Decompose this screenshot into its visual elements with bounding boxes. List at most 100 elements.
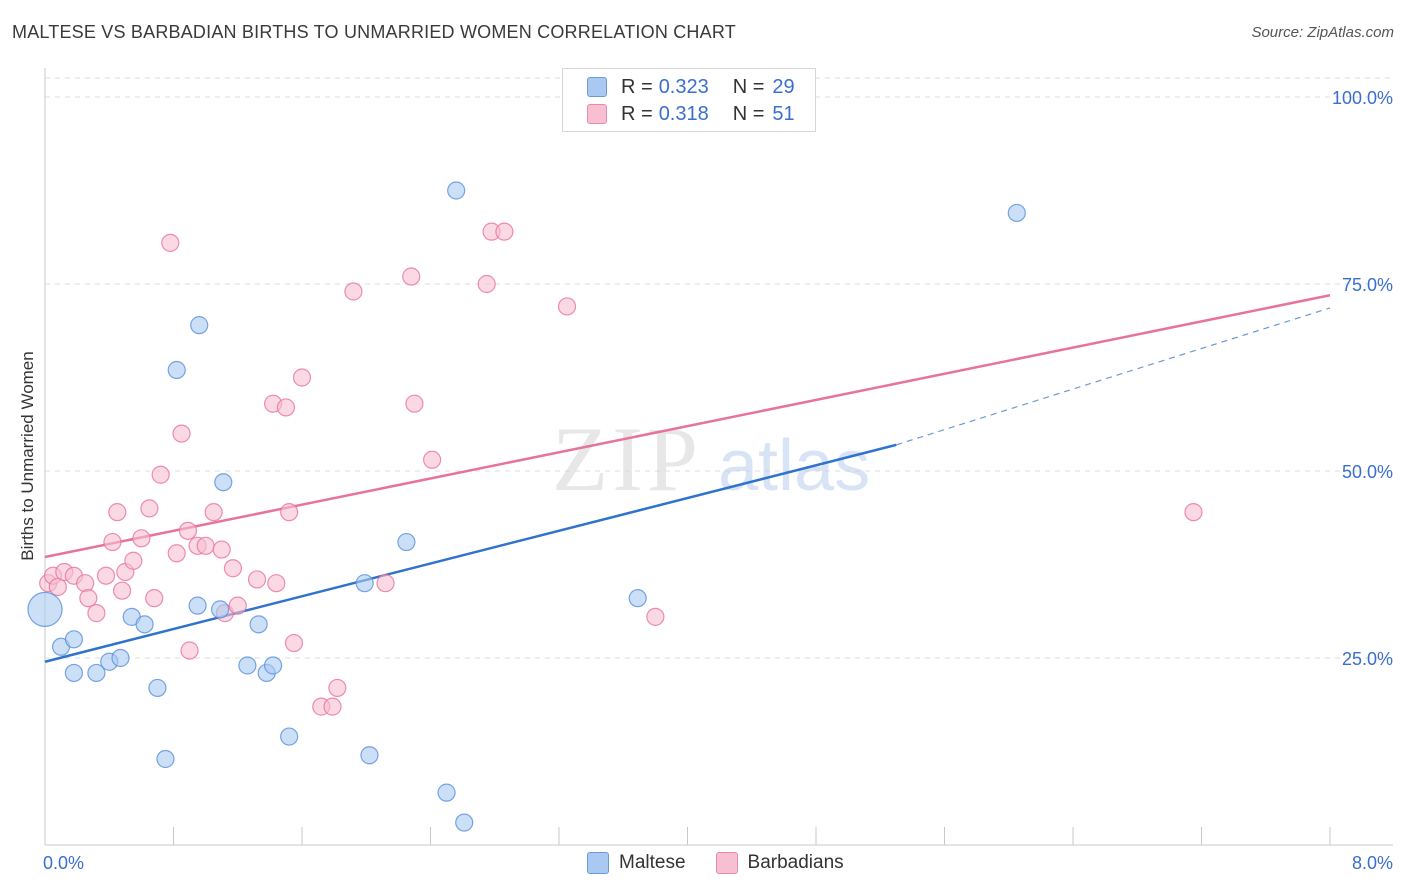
data-point-barbadians bbox=[196, 536, 215, 555]
x-tick-label-max: 8.0% bbox=[1352, 853, 1393, 873]
data-point-barbadians bbox=[178, 521, 198, 540]
data-point-barbadians bbox=[223, 559, 243, 578]
data-point-barbadians bbox=[167, 544, 186, 563]
data-point-maltese bbox=[64, 630, 84, 649]
data-point-barbadians bbox=[140, 499, 159, 518]
data-point-barbadians bbox=[247, 570, 267, 589]
data-point-barbadians bbox=[151, 465, 170, 484]
data-point-maltese bbox=[190, 316, 209, 335]
y-axis-label: Births to Unmarried Women bbox=[18, 351, 37, 560]
data-point-barbadians bbox=[284, 633, 304, 653]
data-point-maltese bbox=[167, 360, 186, 380]
y-tick-label: 25.0% bbox=[1342, 649, 1393, 669]
data-point-maltese bbox=[210, 600, 230, 619]
series-legend-barbadians[interactable]: Barbadians bbox=[715, 852, 844, 874]
chart-title: MALTESE VS BARBADIAN BIRTHS TO UNMARRIED… bbox=[12, 22, 736, 42]
data-point-maltese bbox=[238, 656, 257, 675]
y-tick-label: 75.0% bbox=[1342, 275, 1393, 295]
x-tick-label-min: 0.0% bbox=[43, 853, 84, 873]
y-tick-label: 50.0% bbox=[1342, 462, 1393, 482]
data-point-barbadians bbox=[76, 574, 95, 593]
data-point-barbadians bbox=[328, 678, 347, 698]
data-point-maltese bbox=[135, 615, 154, 634]
series-swatch-barbadians bbox=[715, 852, 738, 874]
data-point-maltese bbox=[188, 596, 207, 615]
data-point-barbadians bbox=[557, 297, 577, 316]
data-point-maltese bbox=[280, 727, 299, 746]
legend-n-label: N = bbox=[732, 102, 765, 125]
watermark-zip: ZIP bbox=[552, 408, 702, 510]
data-point-barbadians bbox=[145, 589, 164, 608]
data-point-maltese bbox=[27, 591, 63, 627]
data-point-barbadians bbox=[228, 596, 247, 615]
watermark-atlas: atlas bbox=[718, 426, 870, 506]
tick-labels: 25.0% 50.0% 75.0% 100.0% 0.0% 8.0% bbox=[43, 88, 1393, 873]
data-point-maltese bbox=[437, 783, 456, 802]
data-point-barbadians bbox=[323, 697, 342, 716]
trend-line-barbadians bbox=[44, 293, 1331, 559]
data-point-maltese bbox=[156, 749, 175, 769]
legend-n-label: N = bbox=[732, 75, 765, 98]
data-point-maltese bbox=[397, 532, 416, 552]
trend-line-maltese-extension bbox=[896, 307, 1331, 446]
data-point-barbadians bbox=[405, 394, 424, 413]
gridlines bbox=[45, 77, 1393, 659]
data-point-barbadians bbox=[402, 267, 421, 286]
data-point-barbadians bbox=[646, 607, 665, 626]
legend-r-value: 0.323 bbox=[658, 75, 709, 98]
data-point-barbadians bbox=[423, 450, 442, 469]
trend-lines bbox=[44, 293, 1331, 663]
legend-r-label: R = bbox=[621, 102, 653, 125]
data-point-barbadians bbox=[292, 368, 312, 387]
data-point-maltese bbox=[64, 663, 84, 683]
series-label-maltese: Maltese bbox=[619, 852, 686, 873]
axes bbox=[44, 68, 1393, 846]
data-point-barbadians bbox=[344, 282, 363, 301]
trend-line-maltese bbox=[44, 443, 897, 663]
data-point-barbadians bbox=[112, 581, 132, 600]
data-point-barbadians bbox=[280, 503, 299, 522]
data-point-barbadians bbox=[48, 577, 67, 597]
data-point-maltese bbox=[628, 589, 647, 608]
data-point-maltese bbox=[214, 473, 233, 492]
data-point-barbadians bbox=[124, 551, 143, 570]
series-swatch-maltese bbox=[587, 852, 609, 874]
data-point-maltese bbox=[455, 813, 474, 832]
data-point-barbadians bbox=[1184, 503, 1203, 522]
data-point-barbadians bbox=[79, 589, 98, 608]
data-point-barbadians bbox=[204, 503, 223, 522]
legend-n-value: 29 bbox=[772, 75, 795, 98]
data-point-barbadians bbox=[267, 574, 286, 593]
data-point-barbadians bbox=[108, 503, 127, 522]
data-points bbox=[27, 181, 1203, 832]
legend-swatch-maltese bbox=[587, 77, 607, 97]
watermark: ZIP atlas bbox=[552, 408, 870, 510]
legend-row-maltese: R = 0.323 N = 29 bbox=[587, 75, 795, 99]
data-point-maltese bbox=[1007, 203, 1026, 223]
series-legend: Maltese Barbadians bbox=[587, 852, 874, 874]
y-tick-label: 100.0% bbox=[1332, 88, 1393, 108]
data-point-barbadians bbox=[132, 529, 151, 548]
data-point-barbadians bbox=[103, 532, 122, 552]
data-point-maltese bbox=[263, 656, 283, 675]
data-point-barbadians bbox=[276, 398, 296, 417]
data-point-maltese bbox=[360, 746, 379, 765]
series-legend-maltese[interactable]: Maltese bbox=[587, 852, 686, 874]
data-point-maltese bbox=[148, 678, 167, 698]
data-point-maltese bbox=[355, 574, 374, 593]
data-point-barbadians bbox=[376, 574, 395, 593]
data-point-barbadians bbox=[87, 604, 106, 623]
data-point-maltese bbox=[249, 615, 268, 634]
legend-r-label: R = bbox=[621, 75, 653, 98]
data-point-barbadians bbox=[161, 233, 180, 252]
legend-r-value: 0.318 bbox=[658, 102, 709, 125]
data-point-barbadians bbox=[495, 222, 514, 241]
data-point-maltese bbox=[447, 181, 466, 200]
data-point-barbadians bbox=[96, 566, 116, 585]
source-label: Source: ZipAtlas.com bbox=[1251, 24, 1394, 41]
series-label-barbadians: Barbadians bbox=[747, 852, 844, 873]
data-point-maltese bbox=[111, 648, 130, 668]
data-point-barbadians bbox=[172, 424, 191, 443]
data-point-barbadians bbox=[212, 540, 231, 559]
